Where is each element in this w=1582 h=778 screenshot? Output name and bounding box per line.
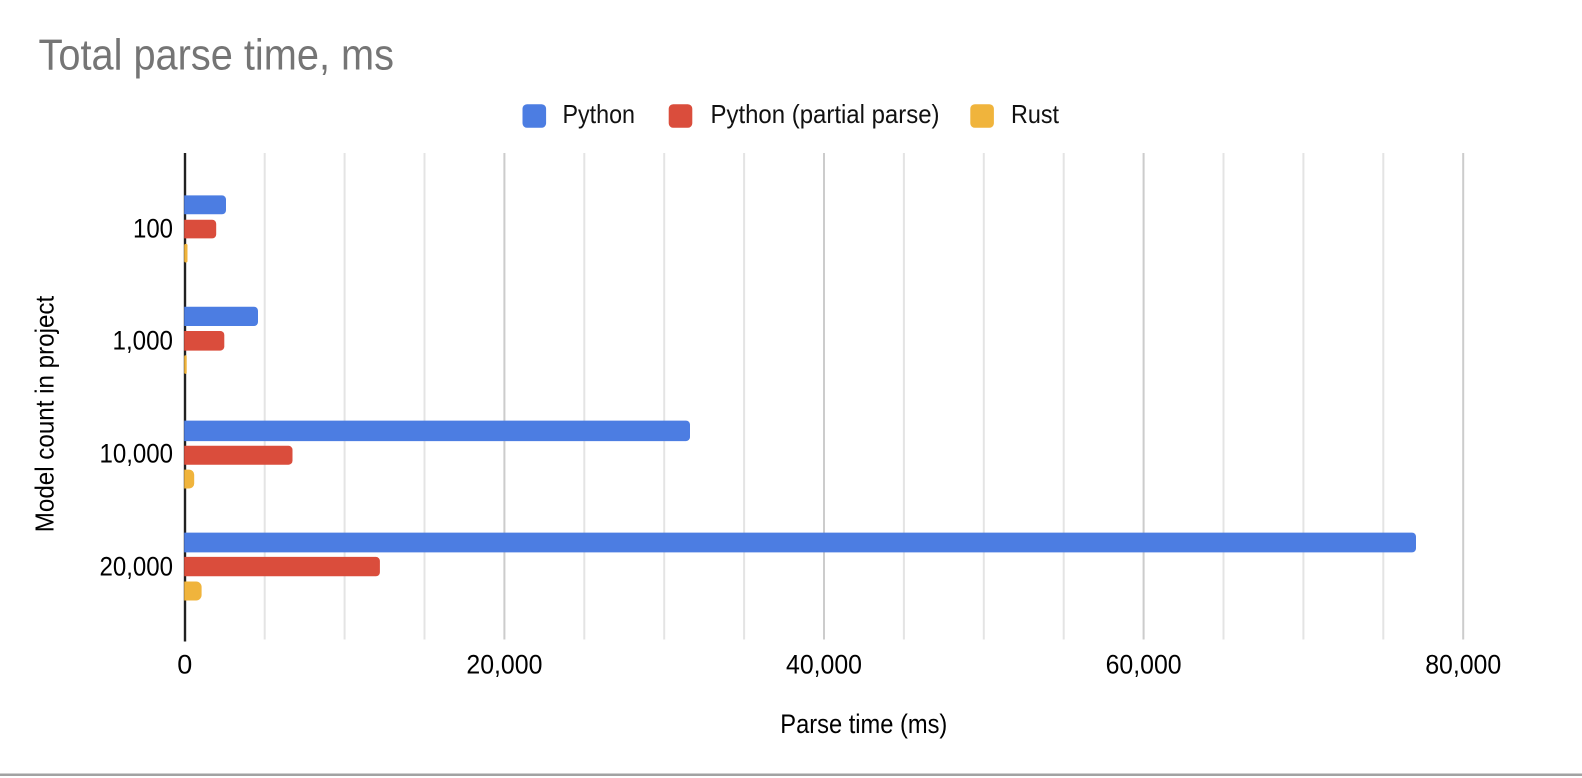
svg-text:Python: Python: [563, 99, 636, 129]
svg-text:40,000: 40,000: [786, 649, 862, 679]
svg-text:Rust: Rust: [1011, 99, 1060, 129]
svg-text:10,000: 10,000: [100, 439, 174, 469]
svg-text:20,000: 20,000: [466, 649, 542, 679]
svg-text:Model count in project: Model count in project: [30, 295, 60, 532]
svg-text:20,000: 20,000: [100, 552, 174, 582]
svg-text:60,000: 60,000: [1106, 649, 1182, 679]
svg-text:0: 0: [177, 649, 192, 679]
svg-text:1,000: 1,000: [113, 325, 174, 355]
svg-text:Python (partial parse): Python (partial parse): [711, 99, 940, 129]
svg-text:80,000: 80,000: [1425, 649, 1501, 679]
svg-text:100: 100: [133, 213, 173, 243]
svg-text:Total parse time, ms: Total parse time, ms: [39, 30, 395, 79]
svg-text:Parse time (ms): Parse time (ms): [780, 709, 947, 739]
